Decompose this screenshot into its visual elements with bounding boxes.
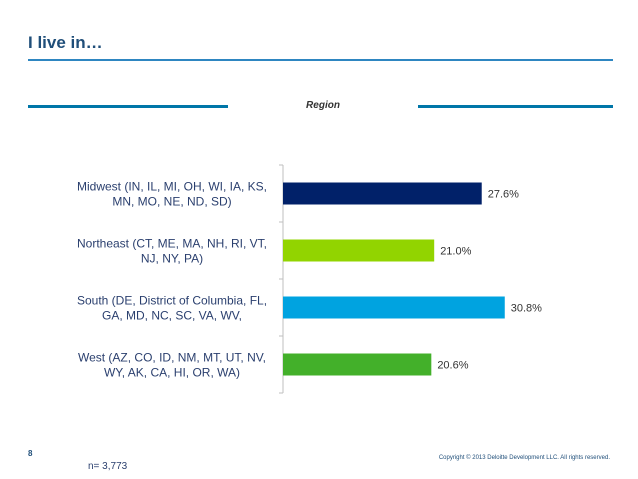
region-band-line-left: [28, 105, 228, 108]
page-number: 8: [28, 449, 33, 458]
value-label-3: 20.6%: [437, 360, 468, 372]
category-label-2: South (DE, District of Columbia, FL, GA, …: [77, 294, 267, 323]
category-label-1: Northeast (CT, ME, MA, NH, RI, VT, NJ, NY…: [77, 237, 267, 266]
title-divider: [28, 59, 613, 61]
page-title: I live in…: [28, 33, 103, 52]
value-label-0: 27.6%: [488, 189, 519, 201]
bar-2: [283, 296, 505, 319]
region-band-label: Region: [306, 100, 340, 111]
value-label-1: 21.0%: [440, 246, 471, 258]
region-band-line-right: [418, 105, 613, 108]
value-label-2: 30.8%: [511, 303, 542, 315]
bar-1: [283, 239, 435, 262]
sample-size: n= 3,773: [88, 461, 128, 472]
bar-0: [283, 182, 482, 205]
category-label-0: Midwest (IN, IL, MI, OH, WI, IA, KS, MN, …: [77, 180, 267, 209]
bar-3: [283, 353, 432, 376]
category-label-3: West (AZ, CO, ID, NM, MT, UT, NV, WY, AK,…: [78, 351, 266, 380]
copyright-notice: Copyright © 2013 Deloitte Development LL…: [438, 455, 610, 461]
